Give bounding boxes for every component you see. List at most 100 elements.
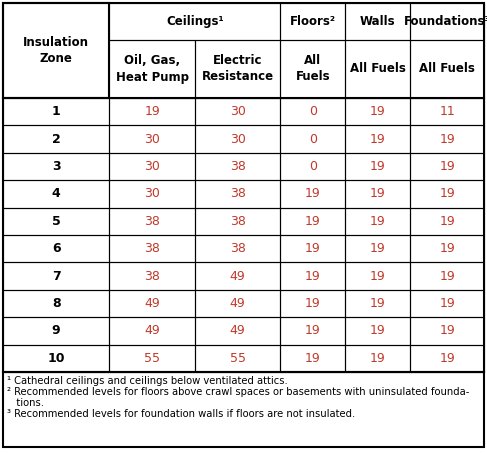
Text: 19: 19 xyxy=(144,105,160,118)
Bar xyxy=(3,207,109,235)
Text: All
Fuels: All Fuels xyxy=(296,54,330,83)
Text: 49: 49 xyxy=(144,324,160,337)
Text: 55: 55 xyxy=(144,352,160,365)
Text: 11: 11 xyxy=(439,105,455,118)
Bar xyxy=(3,180,109,207)
Text: 19: 19 xyxy=(439,242,455,255)
Bar xyxy=(345,98,410,125)
Text: 19: 19 xyxy=(305,352,321,365)
Bar xyxy=(281,290,345,317)
Bar xyxy=(410,235,484,262)
Text: 3: 3 xyxy=(52,160,60,173)
Bar xyxy=(195,207,281,235)
Bar xyxy=(410,290,484,317)
Bar xyxy=(109,40,195,98)
Text: 38: 38 xyxy=(144,242,160,255)
Text: 19: 19 xyxy=(305,324,321,337)
Bar xyxy=(345,3,410,40)
Bar xyxy=(3,262,109,290)
Bar xyxy=(345,40,410,98)
Text: 19: 19 xyxy=(370,324,386,337)
Bar xyxy=(281,40,345,98)
Bar xyxy=(410,125,484,153)
Bar xyxy=(195,345,281,372)
Text: 0: 0 xyxy=(309,133,317,145)
Bar xyxy=(3,290,109,317)
Text: All Fuels: All Fuels xyxy=(350,63,406,76)
Bar xyxy=(345,317,410,345)
Bar xyxy=(410,262,484,290)
Text: 6: 6 xyxy=(52,242,60,255)
Bar xyxy=(109,125,195,153)
Text: 9: 9 xyxy=(52,324,60,337)
Bar xyxy=(345,153,410,180)
Bar xyxy=(345,345,410,372)
Text: Walls: Walls xyxy=(360,15,395,28)
Text: tions.: tions. xyxy=(7,398,44,408)
Text: 19: 19 xyxy=(370,105,386,118)
Text: 19: 19 xyxy=(370,242,386,255)
Bar xyxy=(3,235,109,262)
Text: Oil, Gas,
Heat Pump: Oil, Gas, Heat Pump xyxy=(115,54,188,83)
Bar xyxy=(410,3,484,40)
Text: 30: 30 xyxy=(230,133,245,145)
Bar xyxy=(281,262,345,290)
Bar xyxy=(195,153,281,180)
Text: 19: 19 xyxy=(370,133,386,145)
Text: 38: 38 xyxy=(230,188,245,200)
Bar xyxy=(410,40,484,98)
Text: 19: 19 xyxy=(439,215,455,228)
Text: Foundations³: Foundations³ xyxy=(404,15,487,28)
Bar xyxy=(3,317,109,345)
Bar xyxy=(410,317,484,345)
Bar xyxy=(195,125,281,153)
Text: 19: 19 xyxy=(370,297,386,310)
Bar xyxy=(109,290,195,317)
Bar xyxy=(281,345,345,372)
Text: 49: 49 xyxy=(230,324,245,337)
Bar xyxy=(195,180,281,207)
Text: 19: 19 xyxy=(439,297,455,310)
Bar xyxy=(410,98,484,125)
Bar xyxy=(345,180,410,207)
Text: Ceilings¹: Ceilings¹ xyxy=(166,15,224,28)
Bar xyxy=(109,180,195,207)
Bar xyxy=(109,345,195,372)
Bar xyxy=(345,290,410,317)
Text: 19: 19 xyxy=(370,270,386,283)
Bar xyxy=(345,207,410,235)
Bar xyxy=(109,3,281,40)
Bar xyxy=(109,235,195,262)
Text: 30: 30 xyxy=(144,160,160,173)
Text: 19: 19 xyxy=(370,215,386,228)
Bar xyxy=(3,3,484,372)
Bar xyxy=(410,207,484,235)
Bar xyxy=(410,345,484,372)
Bar xyxy=(281,125,345,153)
Text: 19: 19 xyxy=(370,352,386,365)
Text: 30: 30 xyxy=(230,105,245,118)
Text: 38: 38 xyxy=(230,160,245,173)
Bar xyxy=(281,235,345,262)
Bar xyxy=(3,153,109,180)
Text: 19: 19 xyxy=(439,324,455,337)
Bar xyxy=(3,345,109,372)
Text: 0: 0 xyxy=(309,160,317,173)
Bar xyxy=(410,153,484,180)
Text: 49: 49 xyxy=(230,297,245,310)
Bar xyxy=(281,3,345,40)
Bar xyxy=(345,262,410,290)
Text: Insulation
Zone: Insulation Zone xyxy=(23,36,89,65)
Text: 19: 19 xyxy=(439,133,455,145)
Text: 19: 19 xyxy=(439,188,455,200)
Text: 55: 55 xyxy=(230,352,245,365)
Text: 49: 49 xyxy=(230,270,245,283)
Text: 30: 30 xyxy=(144,188,160,200)
Text: 19: 19 xyxy=(370,160,386,173)
Bar xyxy=(109,207,195,235)
Text: 1: 1 xyxy=(52,105,60,118)
Text: All Fuels: All Fuels xyxy=(419,63,475,76)
Bar xyxy=(281,153,345,180)
Text: 19: 19 xyxy=(305,215,321,228)
Text: Electric
Resistance: Electric Resistance xyxy=(202,54,274,83)
